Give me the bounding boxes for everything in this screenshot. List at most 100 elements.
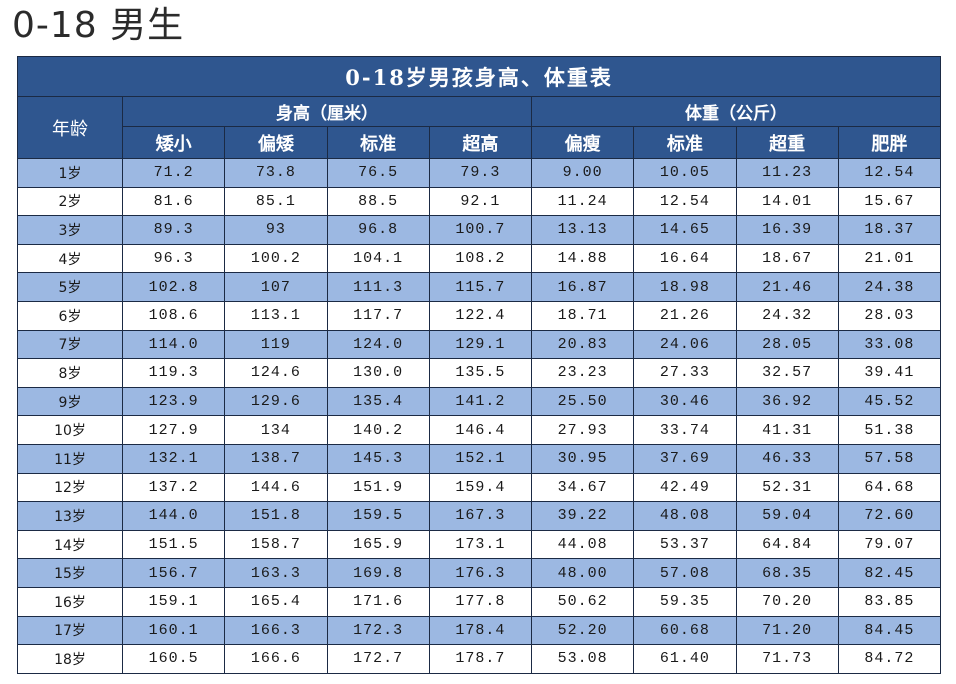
weight-value-cell: 36.92	[735, 386, 839, 417]
age-cell: 9岁	[17, 386, 123, 417]
height-value-cell: 151.5	[121, 529, 226, 560]
age-cell: 16岁	[17, 586, 123, 617]
height-value-cell: 178.4	[428, 615, 533, 646]
height-value-cell: 165.4	[224, 586, 328, 617]
weight-value-cell: 16.64	[633, 243, 737, 274]
height-value-cell: 138.7	[224, 443, 328, 474]
weight-value-cell: 14.65	[633, 215, 737, 245]
height-value-cell: 160.1	[121, 615, 226, 646]
height-value-cell: 159.4	[428, 472, 533, 503]
subheader-height-tall: 超高	[428, 126, 533, 159]
weight-value-cell: 34.67	[530, 472, 635, 503]
height-value-cell: 163.3	[224, 558, 328, 588]
age-cell: 11岁	[17, 443, 123, 474]
height-value-cell: 71.2	[121, 158, 226, 188]
age-cell: 8岁	[17, 358, 123, 388]
table-row: 12岁 137.2 144.6 151.9 159.4 34.67 42.49 52.31 64…	[17, 472, 942, 503]
age-cell: 14岁	[17, 529, 123, 560]
weight-value-cell: 10.05	[633, 158, 737, 188]
subheader-weight-obese: 肥胖	[837, 126, 942, 159]
height-value-cell: 151.9	[326, 472, 430, 503]
height-value-cell: 124.6	[224, 358, 328, 388]
table-row: 8岁 119.3 124.6 130.0 135.5 23.23 27.33 32.57 39.…	[17, 358, 942, 388]
age-cell: 12岁	[17, 472, 123, 503]
height-value-cell: 96.3	[121, 243, 226, 274]
height-value-cell: 160.5	[121, 644, 226, 674]
height-value-cell: 146.4	[428, 415, 533, 445]
subheader-height-short: 矮小	[121, 126, 226, 159]
height-value-cell: 172.3	[326, 615, 430, 646]
weight-value-cell: 9.00	[530, 158, 635, 188]
height-value-cell: 165.9	[326, 529, 430, 560]
height-value-cell: 88.5	[326, 186, 430, 217]
weight-value-cell: 24.06	[633, 329, 737, 360]
page-heading: 0-18 男生	[12, 5, 185, 46]
age-cell: 2岁	[17, 186, 123, 217]
weight-group-header: 体重（公斤）	[530, 96, 942, 127]
subheader-height-below-avg: 偏矮	[224, 126, 328, 159]
height-value-cell: 92.1	[428, 186, 533, 217]
subheader-weight-standard: 标准	[633, 126, 737, 159]
weight-value-cell: 20.83	[530, 329, 635, 360]
weight-value-cell: 11.23	[735, 158, 839, 188]
height-value-cell: 119	[224, 329, 328, 360]
height-value-cell: 134	[224, 415, 328, 445]
table-row: 13岁 144.0 151.8 159.5 167.3 39.22 48.08 59.04 72…	[17, 501, 942, 531]
weight-value-cell: 16.39	[735, 215, 839, 245]
weight-value-cell: 33.08	[837, 329, 942, 360]
weight-value-cell: 12.54	[633, 186, 737, 217]
weight-value-cell: 64.84	[735, 529, 839, 560]
weight-value-cell: 41.31	[735, 415, 839, 445]
height-value-cell: 129.6	[224, 386, 328, 417]
height-value-cell: 104.1	[326, 243, 430, 274]
weight-value-cell: 64.68	[837, 472, 942, 503]
weight-value-cell: 14.88	[530, 243, 635, 274]
height-value-cell: 102.8	[121, 272, 226, 302]
weight-value-cell: 21.26	[633, 300, 737, 331]
height-value-cell: 100.7	[428, 215, 533, 245]
age-cell: 3岁	[17, 215, 123, 245]
height-value-cell: 145.3	[326, 443, 430, 474]
height-value-cell: 135.5	[428, 358, 533, 388]
height-value-cell: 130.0	[326, 358, 430, 388]
weight-value-cell: 39.41	[837, 358, 942, 388]
weight-value-cell: 16.87	[530, 272, 635, 302]
height-value-cell: 124.0	[326, 329, 430, 360]
height-value-cell: 81.6	[121, 186, 226, 217]
table-row: 17岁 160.1 166.3 172.3 178.4 52.20 60.68 71.20 84…	[17, 615, 942, 646]
height-value-cell: 119.3	[121, 358, 226, 388]
height-group-header: 身高（厘米）	[122, 96, 532, 127]
height-value-cell: 73.8	[224, 158, 328, 188]
table-row: 2岁 81.6 85.1 88.5 92.1 11.24 12.54 14.01 15.67	[17, 186, 942, 217]
group-header-row: 年龄 身高（厘米） 体重（公斤）	[17, 96, 942, 159]
height-value-cell: 114.0	[121, 329, 226, 360]
weight-value-cell: 59.35	[633, 586, 737, 617]
weight-value-cell: 27.93	[530, 415, 635, 445]
height-value-cell: 166.3	[224, 615, 328, 646]
table-row: 3岁 89.3 93 96.8 100.7 13.13 14.65 16.39 18.37	[17, 215, 942, 245]
weight-value-cell: 53.08	[530, 644, 635, 674]
weight-value-cell: 18.71	[530, 300, 635, 331]
age-cell: 17岁	[17, 615, 123, 646]
height-value-cell: 152.1	[428, 443, 533, 474]
table-row: 15岁 156.7 163.3 169.8 176.3 48.00 57.08 68.35 82…	[17, 558, 942, 588]
table-header: 0-18岁男孩身高、体重表 年龄 身高（厘米） 体重（公斤） 矮小 偏矮 标准 …	[16, 56, 942, 159]
weight-value-cell: 33.74	[633, 415, 737, 445]
height-value-cell: 129.1	[428, 329, 533, 360]
height-value-cell: 100.2	[224, 243, 328, 274]
height-value-cell: 159.1	[121, 586, 226, 617]
weight-value-cell: 68.35	[735, 558, 839, 588]
height-value-cell: 173.1	[428, 529, 533, 560]
height-value-cell: 140.2	[326, 415, 430, 445]
age-cell: 1岁	[17, 158, 123, 188]
age-cell: 6岁	[17, 300, 123, 331]
table-row: 7岁 114.0 119 124.0 129.1 20.83 24.06 28.05 33.08	[17, 329, 942, 360]
weight-value-cell: 30.46	[633, 386, 737, 417]
weight-value-cell: 71.73	[735, 644, 839, 674]
height-value-cell: 107	[224, 272, 328, 302]
table-row: 16岁 159.1 165.4 171.6 177.8 50.62 59.35 70.20 83…	[17, 586, 942, 617]
age-column-header: 年龄	[17, 96, 123, 159]
table-row: 1岁 71.2 73.8 76.5 79.3 9.00 10.05 11.23 12.54	[17, 158, 942, 188]
weight-value-cell: 12.54	[837, 158, 942, 188]
height-value-cell: 108.2	[428, 243, 533, 274]
